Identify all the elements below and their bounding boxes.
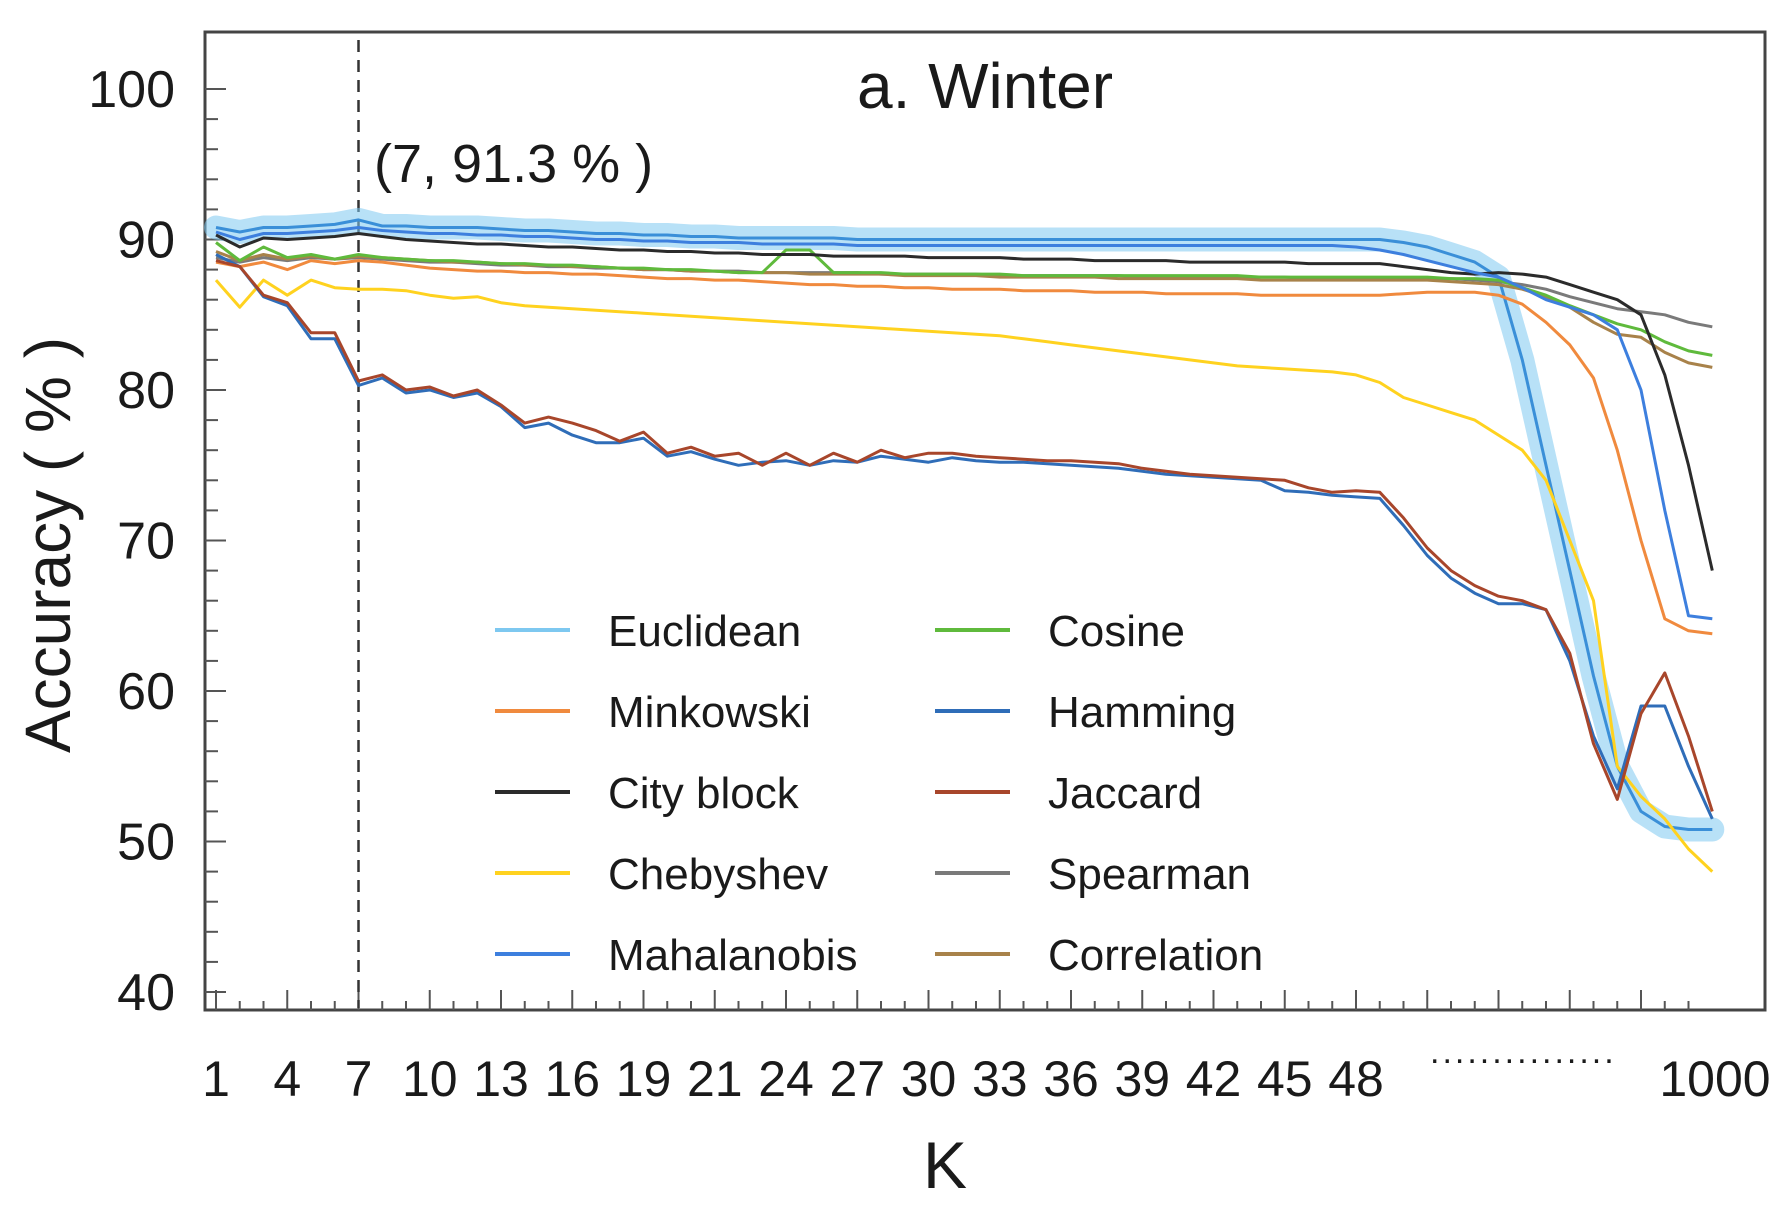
x-tick-label: 42 (1186, 1051, 1242, 1107)
annotation-label: (7, 91.3 % ) (374, 134, 653, 194)
y-tick-label: 40 (117, 964, 175, 1022)
x-tick-label: 19 (616, 1051, 672, 1107)
legend-label-correlation: Correlation (1048, 931, 1263, 980)
x-tick-label: 4 (273, 1051, 301, 1107)
legend-label-euclidean: Euclidean (608, 607, 801, 656)
x-tick-label: 13 (473, 1051, 529, 1107)
series-layer (204, 207, 1725, 873)
x-tick-label: 30 (901, 1051, 957, 1107)
x-tick-label: 7 (345, 1051, 373, 1107)
x-tick-label: 36 (1043, 1051, 1099, 1107)
y-axis: 40 50 60 70 80 90 100 (88, 61, 226, 1022)
legend-label-chebyshev: Chebyshev (608, 850, 828, 899)
x-tick-label: 33 (972, 1051, 1028, 1107)
y-tick-label: 80 (117, 362, 175, 420)
x-tick-label: 21 (687, 1051, 743, 1107)
plot-frame (203, 30, 1767, 1012)
x-tick-label: 48 (1328, 1051, 1384, 1107)
x-tick-label: 10 (402, 1051, 458, 1107)
y-tick-label: 50 (117, 814, 175, 872)
series-highlight-euclidean (204, 207, 1725, 842)
chart-title: a. Winter (857, 50, 1113, 122)
series-line-euclidean (215, 218, 1713, 831)
x-tick-label: 1 (202, 1051, 230, 1107)
series-line-chebyshev (214, 278, 1714, 873)
series-line-mahalanobis (215, 226, 1713, 621)
x-axis-title: K (923, 1128, 967, 1202)
x-axis-break-marker: ............... (1430, 1033, 1617, 1071)
legend-label-jaccard: Jaccard (1048, 769, 1202, 818)
series-line-jaccard (215, 259, 1714, 812)
x-tick-label: 24 (758, 1051, 814, 1107)
x-tick-label: 16 (544, 1051, 600, 1107)
series-line-minkowski (215, 259, 1713, 636)
y-tick-label: 70 (117, 513, 175, 571)
series-line-hamming (215, 253, 1714, 820)
legend-label-spearman: Spearman (1048, 850, 1251, 899)
legend-label-cosine: Cosine (1048, 607, 1185, 656)
y-tick-label: 90 (117, 212, 175, 270)
x-axis: 1 4 7 10 13 16 19 21 24 27 30 33 36 39 42 45 48 1000 (202, 990, 1771, 1107)
y-axis-title: Accuracy ( % ) (12, 337, 84, 753)
x-tick-label: 45 (1257, 1051, 1313, 1107)
y-tick-label: 100 (88, 61, 175, 119)
x-tick-label: 27 (829, 1051, 885, 1107)
legend: Euclidean Minkowski City block Chebyshev Mah… (495, 607, 1263, 980)
x-tick-label: 39 (1114, 1051, 1170, 1107)
series-line-cosine (215, 241, 1713, 357)
legend-label-city-block: City block (608, 769, 800, 818)
x-tick-label: 1000 (1659, 1051, 1770, 1107)
legend-label-minkowski: Minkowski (608, 688, 811, 737)
series-line-city-block (215, 232, 1714, 571)
legend-label-mahalanobis: Mahalanobis (608, 931, 858, 980)
legend-label-hamming: Hamming (1048, 688, 1236, 737)
y-tick-label: 60 (117, 663, 175, 721)
